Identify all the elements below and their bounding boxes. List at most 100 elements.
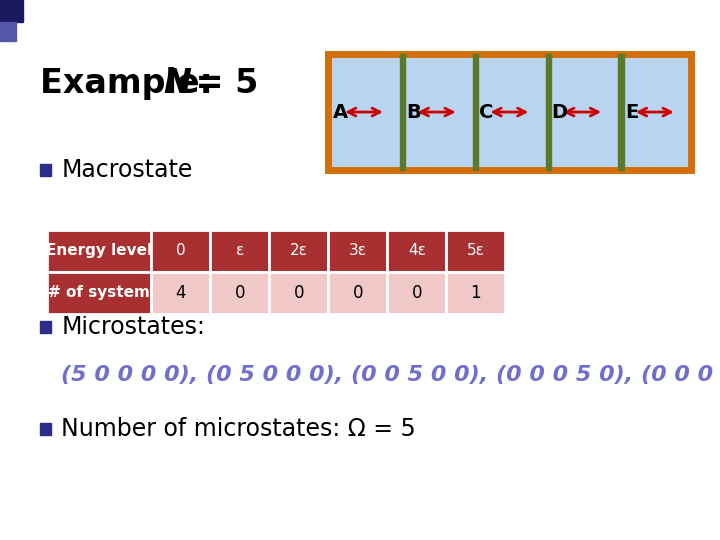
- Text: D: D: [551, 103, 567, 122]
- Bar: [1, 0, 4, 40]
- Bar: [1, 0, 4, 40]
- Bar: [0, 22, 16, 40]
- Bar: [2, 0, 6, 40]
- Text: B: B: [406, 103, 420, 122]
- Bar: [2, 0, 6, 40]
- Bar: [2, 0, 6, 40]
- Bar: [1, 0, 4, 40]
- Bar: [3, 0, 6, 40]
- Bar: [1, 0, 4, 40]
- Bar: [1, 0, 5, 40]
- Bar: [4, 0, 7, 40]
- Bar: [1, 0, 5, 40]
- Bar: [2, 0, 6, 40]
- Bar: [0, 0, 4, 40]
- Bar: [1, 0, 4, 40]
- Bar: [3, 0, 6, 40]
- Bar: [1, 0, 5, 40]
- Bar: [1, 0, 5, 40]
- Bar: [0, 0, 4, 40]
- Bar: [4, 0, 7, 40]
- Bar: [1, 0, 5, 40]
- Bar: [2, 0, 6, 40]
- Bar: [3, 0, 6, 40]
- Text: A: A: [333, 103, 348, 122]
- Bar: [1, 0, 5, 40]
- Bar: [1, 0, 5, 40]
- Bar: [3, 0, 6, 40]
- Bar: [0, 0, 23, 22]
- Bar: [1, 0, 4, 40]
- Bar: [3, 0, 6, 40]
- Bar: [446, 230, 505, 272]
- Bar: [2, 0, 6, 40]
- Text: = 5: = 5: [184, 67, 258, 100]
- Bar: [1, 0, 4, 40]
- Bar: [0, 0, 4, 40]
- Bar: [1, 0, 5, 40]
- Bar: [446, 272, 505, 314]
- Bar: [0, 0, 4, 40]
- Text: (5 0 0 0 0), (0 5 0 0 0), (0 0 5 0 0), (0 0 0 5 0), (0 0 0 0 5): (5 0 0 0 0), (0 5 0 0 0), (0 0 5 0 0), (…: [61, 365, 720, 386]
- Bar: [2, 0, 6, 40]
- Bar: [1, 0, 4, 40]
- Bar: [1, 0, 4, 40]
- Bar: [3, 0, 6, 40]
- Bar: [1, 0, 5, 40]
- Bar: [2, 0, 6, 40]
- Text: # of system: # of system: [48, 285, 150, 300]
- Bar: [1, 0, 4, 40]
- Bar: [1, 0, 4, 40]
- Bar: [4, 0, 7, 40]
- Bar: [2, 0, 6, 40]
- Bar: [3, 0, 6, 40]
- Bar: [47, 272, 151, 314]
- Text: 2ε: 2ε: [290, 243, 307, 258]
- Text: ε: ε: [235, 243, 244, 258]
- Bar: [0, 0, 4, 40]
- Bar: [2, 0, 6, 40]
- Bar: [0, 0, 4, 40]
- Bar: [40, 164, 51, 176]
- Bar: [151, 272, 210, 314]
- Bar: [2, 0, 6, 40]
- Bar: [328, 230, 387, 272]
- Bar: [0, 0, 4, 40]
- Bar: [3, 0, 6, 40]
- Bar: [3, 0, 6, 40]
- Bar: [1, 0, 5, 40]
- Bar: [1, 0, 4, 40]
- Bar: [4, 0, 7, 40]
- Bar: [1, 0, 4, 40]
- Bar: [0, 0, 4, 40]
- Bar: [2, 0, 6, 40]
- Text: 3ε: 3ε: [348, 243, 366, 258]
- Bar: [1, 0, 4, 40]
- Bar: [3, 0, 6, 40]
- Bar: [0, 0, 4, 40]
- Bar: [40, 423, 51, 435]
- Bar: [1, 0, 4, 40]
- Text: E: E: [625, 103, 638, 122]
- Bar: [3, 0, 6, 40]
- Bar: [2, 0, 6, 40]
- Bar: [3, 0, 6, 40]
- Bar: [3, 0, 6, 40]
- Bar: [3, 0, 6, 40]
- Bar: [2, 0, 6, 40]
- Bar: [618, 54, 624, 170]
- Text: Energy level: Energy level: [46, 243, 152, 258]
- Bar: [2, 0, 6, 40]
- Bar: [2, 0, 6, 40]
- Bar: [2, 0, 6, 40]
- Bar: [3, 0, 6, 40]
- Bar: [1, 0, 5, 40]
- Bar: [4, 0, 7, 40]
- Bar: [4, 0, 7, 40]
- Bar: [3, 0, 6, 40]
- Bar: [1, 0, 5, 40]
- Bar: [1, 0, 5, 40]
- Bar: [0, 0, 4, 40]
- Bar: [1, 0, 4, 40]
- Bar: [3, 0, 6, 40]
